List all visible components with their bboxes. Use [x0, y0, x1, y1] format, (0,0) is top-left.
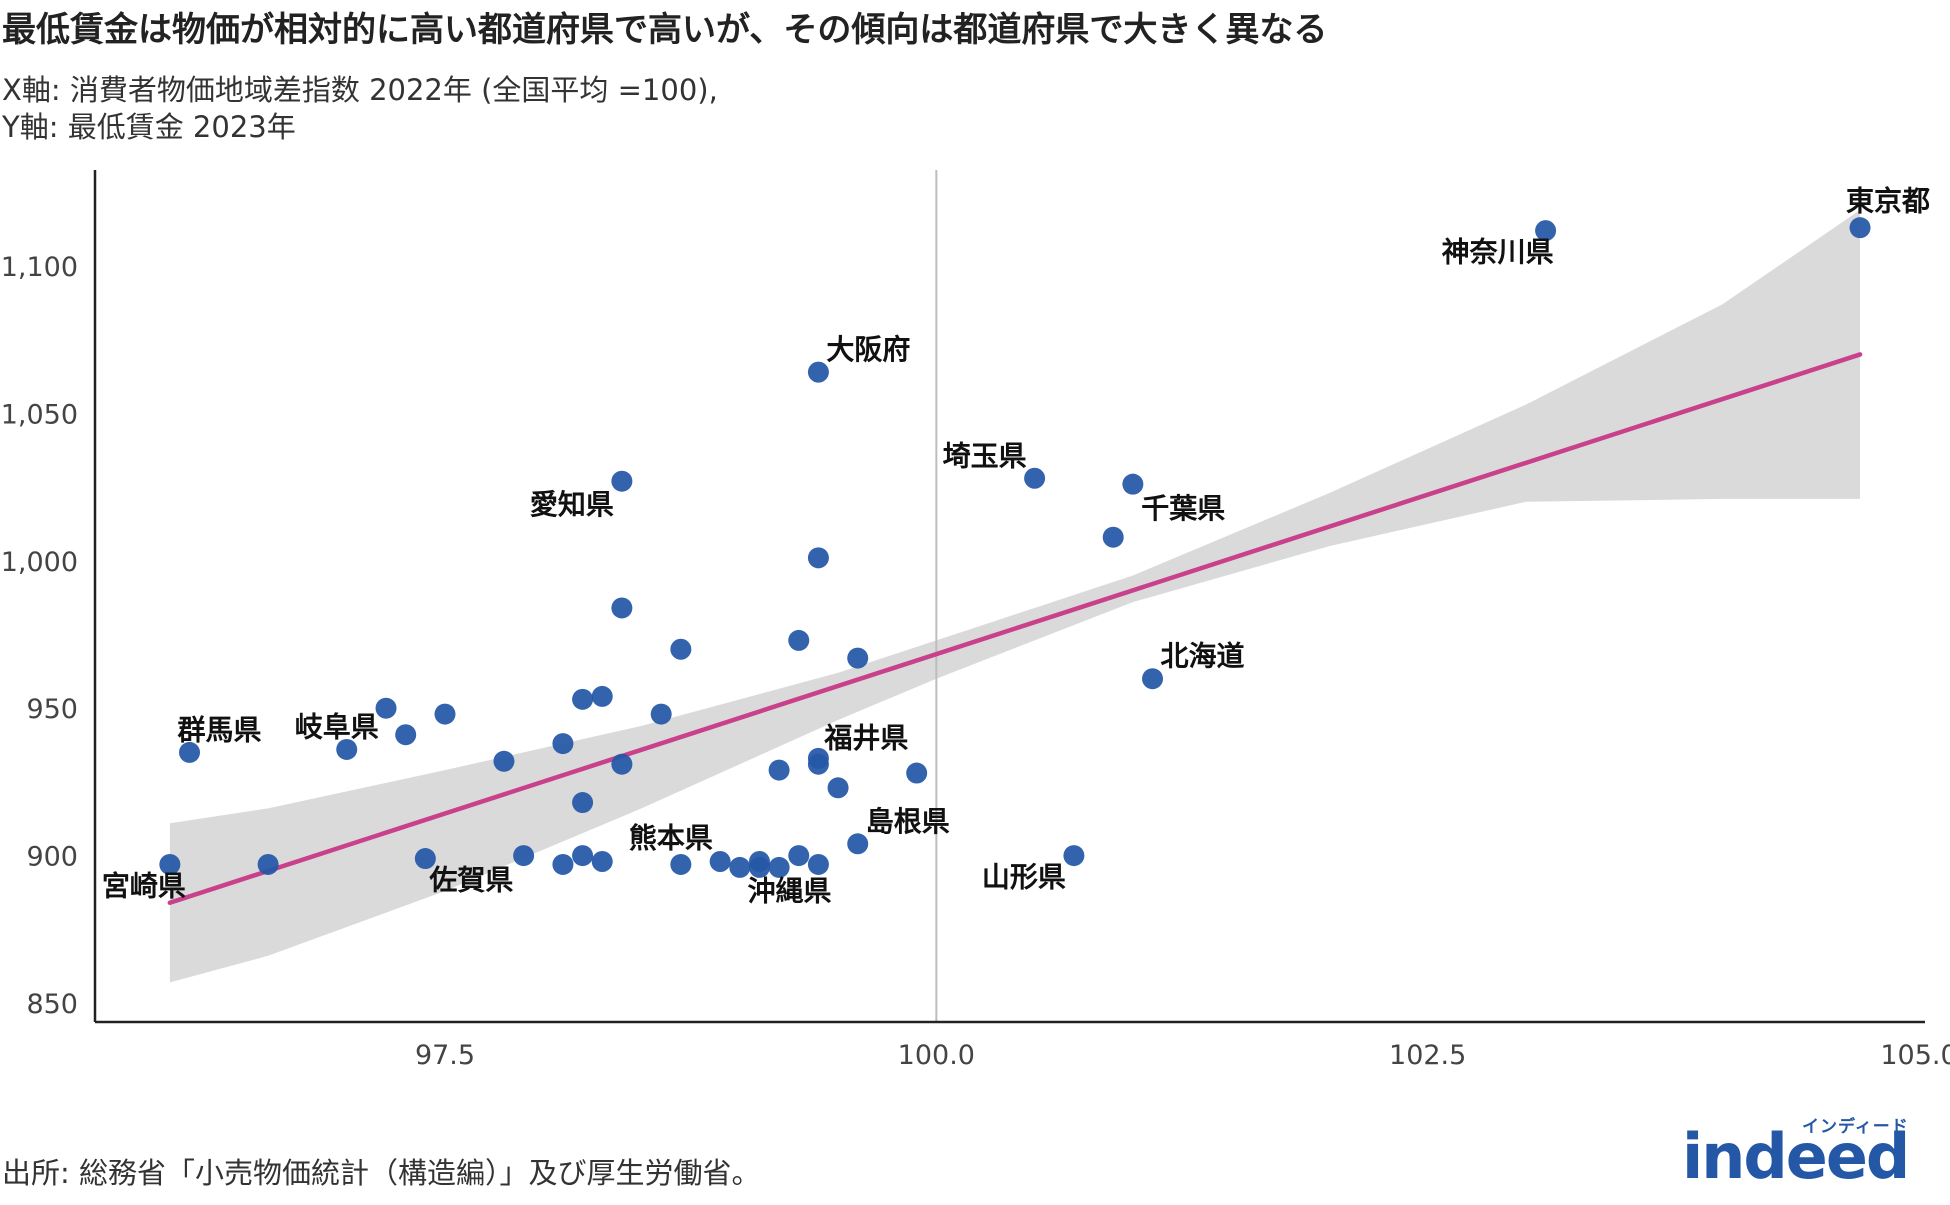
point-label-沖縄県: 沖縄県 [747, 874, 831, 907]
data-point-愛知県 [611, 470, 633, 492]
data-point [552, 733, 574, 755]
data-point [670, 638, 692, 660]
points-layer [159, 217, 1871, 878]
point-label-群馬県: 群馬県 [177, 713, 261, 746]
data-point [709, 850, 731, 872]
point-label-宮崎県: 宮崎県 [102, 869, 186, 902]
regression-line [167, 352, 1863, 906]
data-point-熊本県 [670, 853, 692, 875]
data-point [729, 856, 751, 878]
data-point [1122, 473, 1144, 495]
point-label-佐賀県: 佐賀県 [428, 864, 513, 897]
point-label-福井県: 福井県 [823, 721, 908, 754]
data-point [434, 703, 456, 725]
data-point [768, 759, 790, 781]
data-point-山形県 [1063, 845, 1085, 867]
data-point [807, 853, 829, 875]
x-tick-label: 105.0 [1880, 1040, 1950, 1071]
data-point [788, 845, 810, 867]
data-point-神奈川県 [1535, 220, 1557, 242]
data-point [611, 753, 633, 775]
data-point [807, 547, 829, 569]
point-label-熊本県: 熊本県 [629, 821, 713, 854]
x-tick-label: 100.0 [898, 1040, 975, 1071]
y-tick-label: 1,100 [1, 252, 78, 283]
data-point [650, 703, 672, 725]
indeed-logo: インディード indeed [1672, 1112, 1932, 1197]
data-point [395, 724, 417, 746]
data-point-島根県 [847, 833, 869, 855]
source-note: 出所: 総務省「小売物価統計（構造編）」及び厚生労働省。 [2, 1156, 761, 1190]
data-point-東京都 [1849, 217, 1871, 239]
data-point [827, 777, 849, 799]
point-label-神奈川県: 神奈川県 [1442, 236, 1554, 269]
x-tick-label: 102.5 [1389, 1040, 1466, 1071]
axes-layer: 850 900 950 1,000 1,050 1,100 97.5 100.0 102.5 10… [1, 170, 1950, 1071]
data-point-埼玉県 [1024, 467, 1046, 489]
data-point [257, 853, 279, 875]
data-point-佐賀県 [414, 848, 436, 870]
data-point [572, 688, 594, 710]
point-label-岐阜県: 岐阜県 [295, 710, 379, 743]
data-point [552, 853, 574, 875]
data-point [591, 850, 613, 872]
point-label-島根県: 島根県 [866, 805, 950, 838]
point-label-愛知県: 愛知県 [530, 488, 614, 521]
data-point [807, 753, 829, 775]
confidence-band-layer [169, 210, 1860, 983]
point-label-山形県: 山形県 [982, 861, 1066, 894]
data-point [611, 597, 633, 619]
data-point [572, 845, 594, 867]
data-point [788, 629, 810, 651]
y-tick-label: 850 [26, 989, 78, 1020]
data-point-大阪府 [807, 361, 829, 383]
logo-kana: インディード [1802, 1117, 1909, 1137]
data-point-千葉県 [1102, 526, 1124, 548]
point-label-大阪府: 大阪府 [826, 333, 910, 366]
x-tick-label: 97.5 [415, 1040, 475, 1071]
y-tick-label: 950 [26, 694, 78, 725]
data-point-宮崎県 [159, 853, 181, 875]
y-tick-label: 1,000 [1, 547, 78, 578]
point-label-東京都: 東京都 [1846, 185, 1930, 218]
data-point [906, 762, 928, 784]
logo-wordmark: indeed [1682, 1120, 1910, 1193]
y-tick-label: 1,050 [1, 399, 78, 430]
data-point [493, 750, 515, 772]
subtitle-y-axis: Y軸: 最低賃金 2023年 [2, 110, 296, 144]
data-point-岐阜県 [336, 738, 358, 760]
data-point [847, 647, 869, 669]
subtitle-x-axis: X軸: 消費者物価地域差指数 2022年 (全国平均 =100), [2, 73, 718, 107]
chart-subtitle: X軸: 消費者物価地域差指数 2022年 (全国平均 =100), Y軸: 最低… [2, 72, 718, 146]
chart-title: 最低賃金は物価が相対的に高い都道府県で高いが、その傾向は都道府県で大きく異なる [2, 10, 1328, 50]
point-label-北海道: 北海道 [1161, 640, 1245, 673]
data-point-群馬県 [179, 741, 201, 763]
data-point [768, 856, 790, 878]
point-label-千葉県: 千葉県 [1141, 492, 1225, 525]
fit-line-layer [167, 352, 1863, 906]
confidence-band [169, 210, 1860, 983]
data-point [572, 792, 594, 814]
point-label-埼玉県: 埼玉県 [943, 439, 1027, 472]
data-point [513, 845, 535, 867]
data-point-北海道 [1142, 668, 1164, 690]
y-tick-label: 900 [26, 842, 78, 873]
data-point-沖縄県 [748, 856, 770, 878]
data-point [591, 685, 613, 707]
data-point [375, 697, 397, 719]
